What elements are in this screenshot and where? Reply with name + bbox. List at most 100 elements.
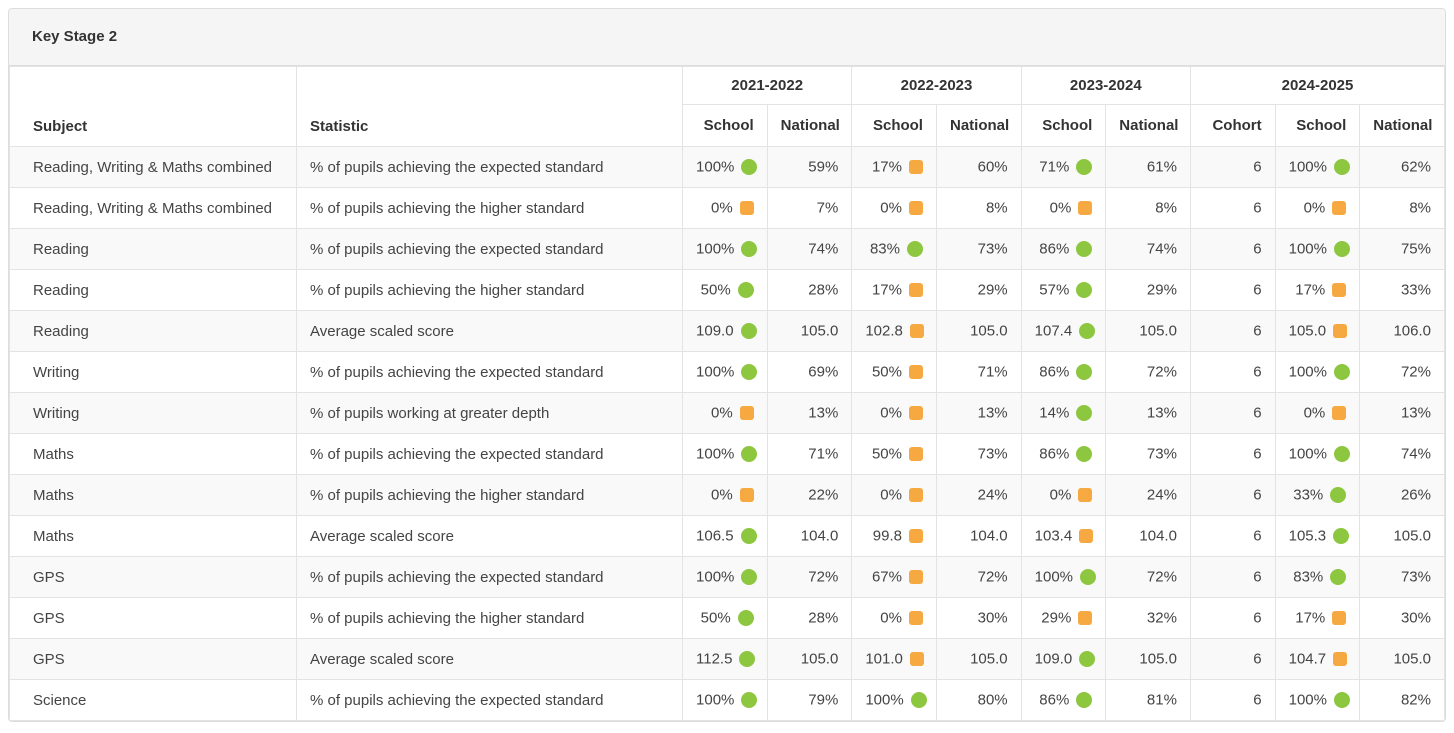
value-text: 100%	[696, 445, 735, 463]
statistic-cell: % of pupils achieving the higher standar…	[295, 474, 684, 516]
status-indicator-green-circle	[741, 364, 758, 381]
value-text: 8%	[985, 199, 1008, 217]
statistic-cell: Average scaled score	[295, 310, 684, 352]
status-indicator-green-circle	[741, 241, 758, 258]
value-text: 0%	[880, 486, 902, 504]
status-indicator-orange-square	[908, 529, 923, 544]
value-cell: 6	[1189, 269, 1276, 311]
value-text: 100%	[696, 158, 735, 176]
value-text: 104.7	[1288, 650, 1327, 668]
value-text: 99.8	[872, 527, 902, 545]
value-text: 71%	[977, 363, 1008, 381]
value-text: 6	[1253, 199, 1262, 217]
value-cell: 73%	[935, 433, 1022, 475]
value-cell: 60%	[935, 146, 1022, 188]
value-text: 8%	[1155, 199, 1177, 217]
value-cell: 112.5	[682, 638, 768, 680]
value-text: 105.0	[970, 322, 1008, 340]
value-cell: 100%	[1274, 433, 1361, 475]
value-cell: 105.0	[935, 310, 1022, 352]
status-indicator-orange-square	[908, 611, 923, 626]
value-text: 100%	[696, 363, 735, 381]
value-cell: 0%	[851, 392, 937, 434]
value-cell: 105.0	[1105, 638, 1191, 680]
value-cell: 29%	[1105, 269, 1191, 311]
value-cell: 100%	[1274, 146, 1361, 188]
value-text: 50%	[871, 445, 902, 463]
status-indicator-orange-square	[908, 283, 923, 298]
status-indicator-green-circle	[1333, 528, 1350, 545]
value-text: 101.0	[865, 650, 903, 668]
value-text: 6	[1253, 445, 1262, 463]
subject-cell: GPS	[9, 638, 297, 680]
value-text: 7%	[816, 199, 839, 217]
value-cell: 6	[1189, 351, 1276, 393]
value-cell: 6	[1189, 146, 1276, 188]
status-indicator-orange-square	[908, 570, 923, 585]
status-indicator-green-circle	[906, 241, 923, 258]
value-cell: 13%	[935, 392, 1022, 434]
value-text: 6	[1253, 322, 1262, 340]
value-text: 0%	[880, 199, 902, 217]
value-text: 86%	[1039, 691, 1070, 709]
value-cell: 73%	[1105, 433, 1191, 475]
value-text: 112.5	[696, 650, 733, 668]
value-text: 28%	[808, 609, 839, 627]
statistic-cell: % of pupils achieving the expected stand…	[295, 556, 684, 598]
value-cell: 6	[1189, 597, 1276, 639]
status-indicator-green-circle	[741, 569, 758, 586]
status-indicator-green-circle	[1076, 405, 1093, 422]
year-header-2024-2025: 2024-2025	[1189, 66, 1445, 105]
subheader-2024-2025-school: School	[1274, 104, 1361, 147]
value-cell: 6	[1189, 679, 1276, 721]
value-cell: 74%	[1359, 433, 1445, 475]
value-cell: 105.0	[766, 638, 853, 680]
value-text: 29%	[1041, 609, 1072, 627]
value-cell: 72%	[935, 556, 1022, 598]
value-text: 106.0	[1393, 322, 1431, 340]
status-indicator-orange-square	[1332, 406, 1347, 421]
subject-cell: Maths	[9, 515, 297, 557]
value-cell: 59%	[766, 146, 853, 188]
subject-cell: Writing	[9, 392, 297, 434]
status-indicator-orange-square	[1332, 611, 1347, 626]
value-cell: 50%	[851, 351, 937, 393]
subject-cell: Writing	[9, 351, 297, 393]
value-text: 80%	[977, 691, 1008, 709]
value-cell: 100%	[682, 679, 768, 721]
value-cell: 86%	[1020, 433, 1107, 475]
status-indicator-orange-square	[908, 201, 923, 216]
value-cell: 75%	[1359, 228, 1445, 270]
value-cell: 8%	[1105, 187, 1191, 229]
value-cell: 104.0	[935, 515, 1022, 557]
value-text: 0%	[880, 404, 902, 422]
value-text: 105.0	[970, 650, 1008, 668]
status-indicator-green-circle	[740, 528, 757, 545]
statistic-cell: % of pupils achieving the expected stand…	[295, 146, 684, 188]
value-cell: 0%	[851, 597, 937, 639]
panel-title: Key Stage 2	[9, 9, 1445, 66]
value-cell: 105.0	[1274, 310, 1361, 352]
value-cell: 6	[1189, 515, 1276, 557]
value-cell: 105.3	[1274, 515, 1361, 557]
statistic-cell: % of pupils achieving the higher standar…	[295, 269, 684, 311]
value-cell: 99.8	[851, 515, 937, 557]
status-indicator-green-circle	[1076, 446, 1093, 463]
value-text: 100%	[1288, 240, 1327, 258]
value-cell: 100%	[682, 228, 768, 270]
value-cell: 0%	[1274, 392, 1361, 434]
value-cell: 13%	[1359, 392, 1445, 434]
value-text: 102.8	[865, 322, 903, 340]
value-text: 100%	[1288, 445, 1327, 463]
status-indicator-green-circle	[1333, 364, 1350, 381]
key-stage-2-panel: Key Stage 2 Subject Statistic 2021-2022 …	[8, 8, 1446, 722]
value-text: 75%	[1400, 240, 1431, 258]
status-indicator-green-circle	[741, 692, 758, 709]
value-text: 6	[1253, 363, 1262, 381]
value-text: 26%	[1400, 486, 1431, 504]
value-text: 0%	[710, 404, 733, 422]
status-indicator-green-circle	[739, 651, 756, 668]
value-cell: 30%	[1359, 597, 1445, 639]
status-indicator-green-circle	[1076, 282, 1093, 299]
status-indicator-orange-square	[1078, 488, 1093, 503]
